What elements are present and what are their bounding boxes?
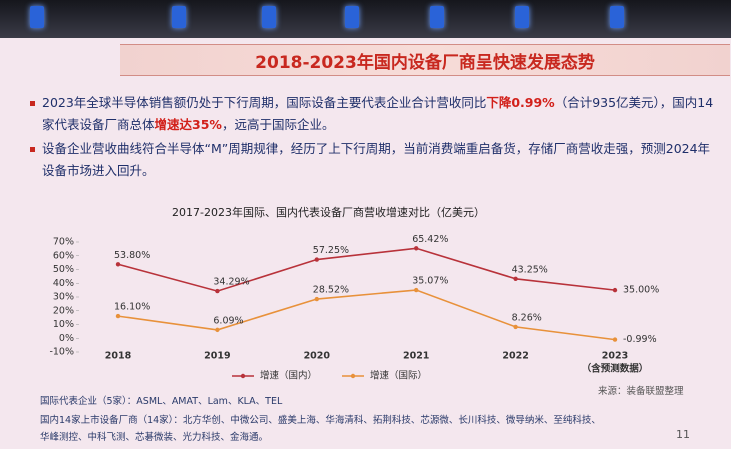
title-banner <box>120 44 730 76</box>
bullet-text: ，远高于国际企业。 <box>221 117 335 132</box>
data-label: 43.25% <box>512 264 548 275</box>
data-point <box>414 287 419 293</box>
page-number: 11 <box>676 428 690 441</box>
y-tick-label: 60% <box>53 250 74 261</box>
data-point <box>215 327 220 333</box>
bullet-text: 增速达35% <box>154 117 222 132</box>
bullet-text: 2023年全球半导体销售额仍处于下行周期，国际设备主要代表企业合计营收同比 <box>42 95 487 110</box>
y-tick-label: 70% <box>53 237 74 248</box>
series-line <box>117 289 616 341</box>
chart-title: 2017-2023年国际、国内代表设备厂商营收增速对比（亿美元） <box>172 205 485 219</box>
x-tick-label: 2019 <box>204 351 230 362</box>
data-label: 53.80% <box>114 250 150 261</box>
footnote: 国内14家上市设备厂商（14家）：北方华创、中微公司、盛美上海、华海清科、拓荆科… <box>40 415 601 426</box>
data-label: -0.99% <box>623 334 657 345</box>
y-tick-label: 20% <box>53 305 74 316</box>
data-label: 8.26% <box>512 312 542 323</box>
data-point <box>314 257 319 262</box>
bullet: 2023年全球半导体销售额仍处于下行周期，国际设备主要代表企业合计营收同比下降0… <box>28 92 718 136</box>
data-point <box>414 246 419 251</box>
legend-label: 增速（国内） <box>260 370 317 382</box>
legend-marker <box>240 373 246 379</box>
data-point <box>115 262 121 267</box>
stage-light <box>172 6 186 28</box>
data-point <box>612 337 618 342</box>
data-point <box>612 287 618 293</box>
legend-marker <box>350 373 356 379</box>
x-tick-label: 2023 <box>602 351 628 362</box>
y-tick-label: -10% <box>49 347 74 358</box>
data-label: 35.00% <box>623 285 659 296</box>
data-point <box>513 324 518 330</box>
y-tick-label: 30% <box>53 292 74 303</box>
stage-background <box>0 0 731 38</box>
data-label: 28.52% <box>313 285 349 296</box>
y-tick-label: 10% <box>53 319 74 330</box>
data-label: 65.42% <box>412 234 448 245</box>
data-point <box>513 276 518 281</box>
source: 来源：装备联盟整理 <box>598 386 684 397</box>
stage-light <box>610 6 624 28</box>
bullet-text: 设备企业营收曲线符合半导体“M”周期规律，经历了上下行周期，当前消费端重启备货，… <box>42 141 711 178</box>
footnote: 国际代表企业（5家）：ASML、AMAT、Lam、KLA、TEL <box>40 396 283 407</box>
series-line <box>117 247 616 292</box>
legend-label: 增速（国际） <box>370 370 427 382</box>
x-tick-label: 2020 <box>304 351 331 362</box>
stage-light <box>515 6 529 28</box>
data-point <box>215 288 220 294</box>
bullet: 设备企业营收曲线符合半导体“M”周期规律，经历了上下行周期，当前消费端重启备货，… <box>28 138 718 182</box>
bullet-list: 2023年全球半导体销售额仍处于下行周期，国际设备主要代表企业合计营收同比下降0… <box>28 92 718 184</box>
stage-light <box>30 6 44 28</box>
y-tick-label: 50% <box>53 264 74 275</box>
data-label: 34.29% <box>213 277 249 288</box>
y-tick-label: 0% <box>59 333 74 344</box>
x-tick-note: （含预测数据） <box>582 363 649 375</box>
data-label: 35.07% <box>412 276 448 287</box>
data-label: 6.09% <box>213 315 243 326</box>
data-label: 16.10% <box>114 302 150 313</box>
bullet-text: （合计935亿美元），国内14家代表设备厂商总体 <box>42 95 714 132</box>
stage-light <box>262 6 276 28</box>
data-label: 57.25% <box>313 245 349 256</box>
x-tick-label: 2018 <box>105 351 132 362</box>
footnote: 华峰测控、中科飞测、芯碁微装、光力科技、金海通。 <box>40 432 269 443</box>
data-point <box>115 313 121 319</box>
stage-light <box>345 6 359 28</box>
bullet-text: 下降0.99% <box>486 95 555 110</box>
x-tick-label: 2021 <box>403 351 429 362</box>
data-point <box>314 296 319 302</box>
slide-title: 2018-2023年国内设备厂商呈快速发展态势 <box>255 53 595 73</box>
stage-light <box>430 6 444 28</box>
y-tick-label: 40% <box>53 278 74 289</box>
x-tick-label: 2022 <box>502 351 528 362</box>
